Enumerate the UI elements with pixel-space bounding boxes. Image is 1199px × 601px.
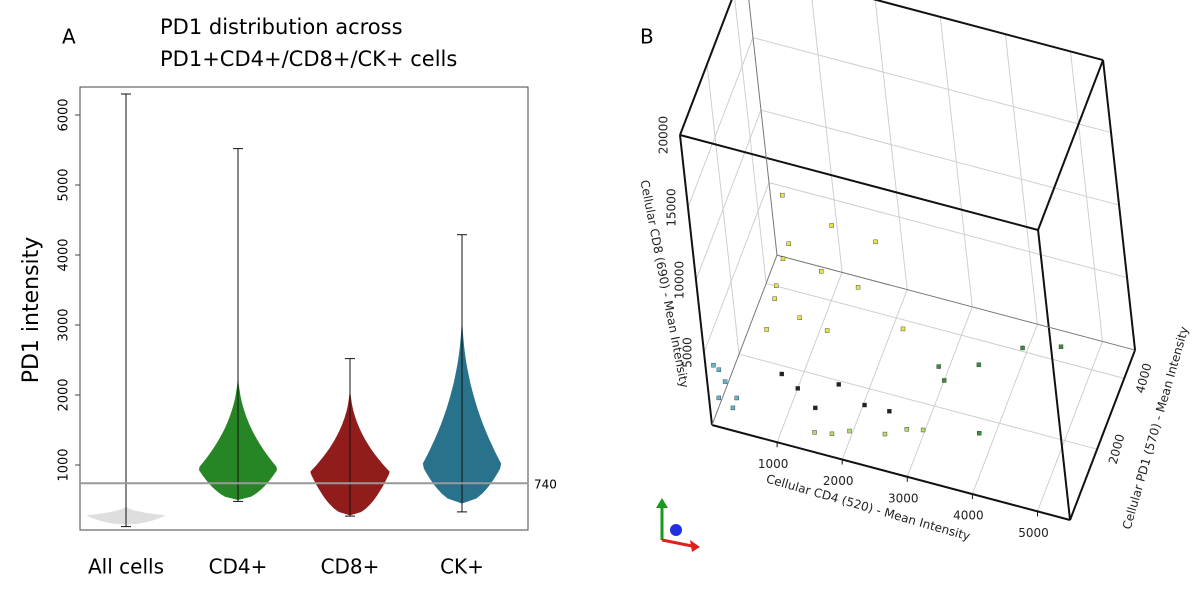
x-tick-label: CK+ xyxy=(440,555,484,579)
data-point xyxy=(976,362,982,367)
data-point xyxy=(711,362,716,368)
chart-title: PD1+CD4+/CD8+/CK+ cells xyxy=(160,47,457,71)
data-point xyxy=(942,378,947,383)
data-point xyxy=(1058,344,1064,349)
data-point xyxy=(779,371,784,377)
grid-line xyxy=(706,64,740,355)
data-point xyxy=(780,192,785,198)
data-point xyxy=(847,428,852,434)
z-tick-label: 2000 xyxy=(1106,432,1127,465)
box-edge xyxy=(776,254,1136,351)
data-point xyxy=(1020,345,1025,351)
data-point xyxy=(936,364,941,369)
data-point xyxy=(824,328,830,333)
grid-line xyxy=(811,0,843,273)
grid-line xyxy=(738,353,1098,450)
data-point xyxy=(764,327,769,332)
y-tick-label: 6000 xyxy=(57,98,72,131)
grid-line xyxy=(1037,341,1103,512)
grid-line xyxy=(776,272,843,443)
y-tick-label: 4000 xyxy=(57,238,72,271)
data-point xyxy=(977,430,982,436)
data-point xyxy=(819,268,824,274)
data-point xyxy=(722,379,728,384)
grid-line xyxy=(760,109,1120,206)
y-tick-label: 20000 xyxy=(657,116,671,154)
y-tick-label: 5000 xyxy=(681,337,695,368)
data-point xyxy=(734,395,739,401)
data-point xyxy=(829,223,834,228)
box-edge xyxy=(1037,59,1104,231)
y-tick-label: 3000 xyxy=(57,308,72,341)
panel-label: A xyxy=(62,25,76,49)
data-point xyxy=(812,430,817,435)
data-point xyxy=(900,326,906,332)
y-axis-label: PD1 intensity xyxy=(19,237,44,384)
grid-line xyxy=(734,0,767,284)
data-point xyxy=(780,256,786,261)
x-tick-label: 2000 xyxy=(823,474,854,488)
data-point xyxy=(873,239,878,245)
orientation-icon xyxy=(656,498,700,552)
data-point xyxy=(797,315,802,321)
data-point xyxy=(716,395,722,401)
box-edge xyxy=(1069,349,1136,521)
y-tick-label: 15000 xyxy=(665,188,679,226)
grid-line xyxy=(752,37,1112,134)
x-tick-label: All cells xyxy=(88,555,164,579)
data-point xyxy=(855,285,861,290)
grid-line xyxy=(766,282,1125,379)
y-tick-label: 5000 xyxy=(57,168,72,201)
data-point xyxy=(882,431,888,437)
data-point xyxy=(786,241,791,246)
data-point xyxy=(862,402,867,408)
x-tick-label: CD4+ xyxy=(209,555,268,579)
data-point xyxy=(887,408,892,414)
grid-line xyxy=(971,323,1038,495)
box-edge xyxy=(872,0,1104,62)
data-point xyxy=(904,427,910,432)
box-edge xyxy=(679,0,733,136)
box-edge xyxy=(1037,229,1072,521)
data-point xyxy=(829,431,835,437)
chart-title: PD1 distribution across xyxy=(160,15,403,39)
x-tick-label: 4000 xyxy=(953,509,984,523)
panel-label: B xyxy=(640,25,654,49)
y-tick-label: 2000 xyxy=(57,378,72,411)
box-edge xyxy=(679,134,1039,231)
threshold-label: 740 xyxy=(534,478,557,492)
y-tick-label: 10000 xyxy=(673,261,687,299)
z-tick-label: 4000 xyxy=(1133,362,1154,395)
grid-line xyxy=(906,306,973,477)
box-edge xyxy=(748,0,778,256)
x-tick-label: 3000 xyxy=(888,491,919,505)
data-point xyxy=(795,386,800,391)
data-point xyxy=(836,382,841,387)
data-point xyxy=(772,296,777,301)
data-point xyxy=(813,405,818,411)
data-point xyxy=(730,405,736,411)
y-tick-label: 1000 xyxy=(57,448,72,481)
grid-line xyxy=(874,0,1104,61)
data-point xyxy=(773,283,779,288)
data-point xyxy=(920,427,926,433)
x-tick-label: 5000 xyxy=(1018,526,1049,540)
box-edge xyxy=(711,424,1071,521)
grid-line xyxy=(768,182,1128,279)
box-edge xyxy=(679,134,713,426)
z-axis-label: Cellular PD1 (570) - Mean Intensity xyxy=(1120,325,1191,531)
grid-line xyxy=(841,289,908,460)
plot-frame xyxy=(79,86,529,531)
box-edge xyxy=(1102,59,1137,351)
x-tick-label: CD8+ xyxy=(321,555,380,579)
x-tick-label: 1000 xyxy=(758,457,789,471)
data-point xyxy=(716,367,722,372)
box-edge xyxy=(711,254,778,426)
x-axis-label: Cellular CD4 (520) - Mean Intensity xyxy=(765,472,972,544)
